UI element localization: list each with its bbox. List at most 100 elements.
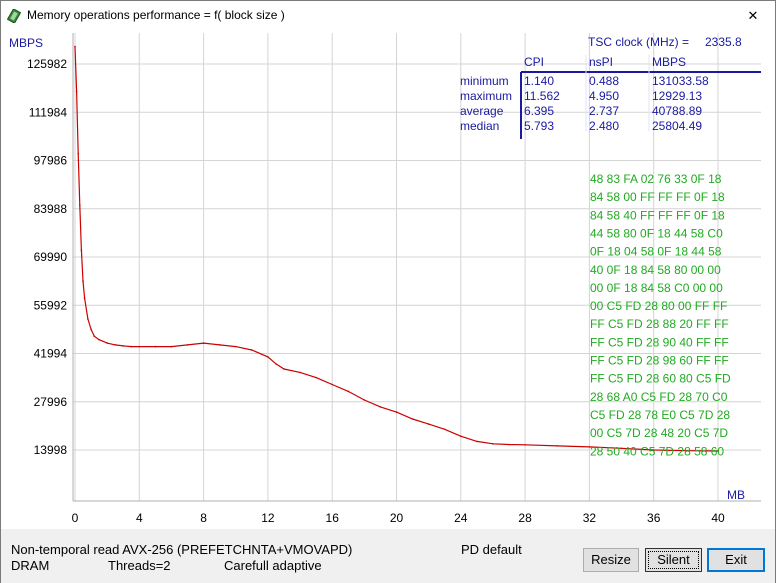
hexdump-line: FF C5 FD 28 88 20 FF FF <box>590 317 729 331</box>
data-point <box>347 390 350 393</box>
data-point <box>620 447 623 450</box>
data-point <box>267 356 269 358</box>
hexdump-line: 0F 18 04 58 0F 18 44 58 <box>590 245 722 259</box>
x-tick-label: 4 <box>136 511 143 525</box>
hexdump-line: C5 FD 28 78 E0 C5 7D 28 <box>590 408 730 422</box>
data-point <box>79 204 81 207</box>
data-point <box>717 450 719 452</box>
data-point <box>74 45 76 48</box>
stats-header: nsPI <box>589 55 613 69</box>
data-point <box>186 344 189 346</box>
data-point <box>283 368 285 370</box>
hexdump-line: 00 C5 7D 28 48 20 C5 7D <box>590 426 728 440</box>
hexdump-line: 48 83 FA 02 76 33 0F 18 <box>590 172 722 186</box>
data-point <box>83 297 86 300</box>
hexdump-line: 84 58 40 FF FF FF 0F 18 <box>590 208 725 222</box>
x-tick-label: 36 <box>647 511 661 525</box>
y-tick-label: 13998 <box>34 443 68 457</box>
data-point <box>299 371 301 374</box>
window-title: Memory operations performance = f( block… <box>27 8 285 22</box>
data-point <box>556 445 559 447</box>
stats-header: MBPS <box>652 55 686 69</box>
hexdump-line: FF C5 FD 28 60 80 C5 FD <box>590 372 731 386</box>
x-tick-label: 20 <box>390 511 404 525</box>
stats-row-label: maximum <box>460 89 512 103</box>
data-point <box>331 383 334 386</box>
data-point <box>492 443 494 445</box>
data-point <box>80 249 83 251</box>
x-axis-title: MB <box>727 488 745 502</box>
method-label: Non-temporal read AVX-256 (PREFETCHNTA+V… <box>11 542 353 557</box>
data-point <box>82 280 84 282</box>
data-point <box>411 418 414 420</box>
stats-nspi-value: 2.480 <box>589 119 619 133</box>
tsc-clock-value: 2335.8 <box>705 35 742 49</box>
hexdump-line: 28 68 A0 C5 FD 28 70 C0 <box>590 390 728 404</box>
stats-cpi-value: 6.395 <box>524 104 554 118</box>
stats-nspi-value: 0.488 <box>589 74 619 88</box>
data-point <box>75 90 78 93</box>
performance-chart: MBPS 125982 111984 97986 83988 69990 55992 4199… <box>9 33 761 525</box>
hexdump-line: 00 C5 FD 28 80 00 FF FF <box>590 299 727 313</box>
data-point <box>427 423 430 425</box>
title-bar[interactable]: Memory operations performance = f( block… <box>1 1 775 31</box>
chart-area: MBPS 125982 111984 97986 83988 69990 55992 4199… <box>1 31 775 529</box>
data-point <box>202 342 205 344</box>
y-axis-title: MBPS <box>9 36 43 50</box>
data-point <box>685 449 687 452</box>
stats-cpi-value: 11.562 <box>524 89 560 103</box>
y-tick-label: 27996 <box>34 395 68 409</box>
x-tick-label: 40 <box>711 511 725 525</box>
close-button[interactable]: ✕ <box>747 8 759 23</box>
stats-nspi-value: 2.737 <box>589 104 619 118</box>
x-tick-label: 24 <box>454 511 468 525</box>
x-tick-label: 16 <box>326 511 340 525</box>
data-point <box>251 349 253 351</box>
data-point <box>508 443 510 446</box>
stats-mbps-value: 40788.89 <box>652 104 702 118</box>
stats-row-label: average <box>460 104 504 118</box>
hexdump-line: 00 0F 18 84 58 C0 00 00 <box>590 281 723 295</box>
data-point <box>588 446 591 448</box>
hexdump-line: 40 0F 18 84 58 80 00 00 <box>590 263 721 277</box>
data-point <box>395 411 398 413</box>
y-tick-label: 41994 <box>34 347 68 361</box>
data-point <box>77 152 79 155</box>
y-tick-label: 55992 <box>34 298 68 312</box>
mode-label: Carefull adaptive <box>224 558 322 573</box>
data-point <box>315 376 317 379</box>
pd-label: PD default <box>461 542 522 557</box>
exit-button[interactable]: Exit <box>707 548 765 572</box>
y-tick-label: 111984 <box>29 105 68 119</box>
data-point <box>476 440 478 443</box>
data-point <box>652 449 655 451</box>
data-point <box>460 435 462 438</box>
stats-mbps-value: 131033.58 <box>652 74 709 88</box>
data-point <box>218 344 221 346</box>
y-tick-label: 125982 <box>27 57 67 71</box>
hexdump-line: 44 58 80 0F 18 44 58 C0 <box>590 226 723 240</box>
data-point <box>106 342 108 344</box>
resize-button[interactable]: Resize <box>583 548 639 572</box>
data-point <box>524 444 526 446</box>
data-point <box>93 335 96 338</box>
hexdump-line: FF C5 FD 28 98 60 FF FF <box>590 354 729 368</box>
x-tick-label: 8 <box>200 511 207 525</box>
stats-header: CPI <box>524 55 544 69</box>
x-tick-label: 28 <box>518 511 532 525</box>
data-point <box>114 344 116 346</box>
stats-cpi-value: 1.140 <box>524 74 554 88</box>
data-point <box>90 328 92 331</box>
stats-row-label: median <box>460 119 499 133</box>
y-tick-label: 69990 <box>34 250 68 264</box>
y-tick-label: 97986 <box>34 154 68 168</box>
x-tick-label: 0 <box>72 511 79 525</box>
memory-target-label: DRAM <box>11 558 50 573</box>
silent-button[interactable]: Silent <box>645 548 702 572</box>
tsc-clock-label: TSC clock (MHz) = <box>588 35 689 49</box>
data-point <box>154 345 157 348</box>
hexdump-line: 28 50 40 C5 7D 28 58 60 <box>590 444 724 458</box>
x-tick-label: 32 <box>583 511 597 525</box>
hexdump-line: 84 58 00 FF FF FF 0F 18 <box>590 190 725 204</box>
